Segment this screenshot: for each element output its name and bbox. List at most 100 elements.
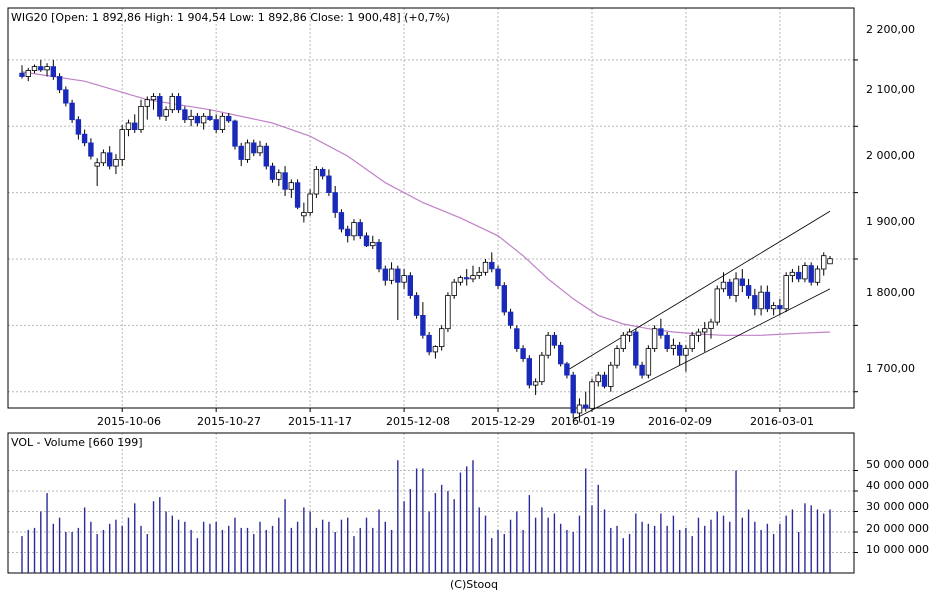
candle — [457, 275, 464, 286]
candle-body — [401, 275, 407, 283]
candle-body — [357, 222, 363, 237]
candle-body — [175, 96, 182, 111]
candle-body — [370, 241, 376, 247]
candle-body — [551, 334, 558, 346]
candle — [532, 378, 539, 396]
candle-body — [63, 89, 69, 104]
candle — [796, 265, 802, 283]
candle — [150, 93, 157, 110]
candle-body — [777, 305, 783, 310]
candle-body — [94, 162, 100, 167]
candle-body — [182, 109, 188, 121]
candle — [432, 345, 439, 359]
candle — [401, 268, 407, 289]
candle — [489, 252, 495, 273]
candle-body — [645, 348, 652, 376]
candle — [714, 285, 720, 326]
candle-body — [651, 328, 658, 350]
candle-body — [150, 96, 157, 101]
candle — [100, 149, 107, 167]
candle — [595, 371, 601, 387]
candle-body — [269, 165, 276, 180]
candle — [175, 93, 182, 114]
candle-body — [413, 295, 420, 316]
candle — [777, 298, 783, 316]
trend-channel-upper — [566, 210, 831, 371]
candle — [764, 285, 771, 313]
candle-body — [608, 364, 614, 387]
candle-body — [263, 145, 269, 167]
candle — [244, 139, 251, 163]
candle — [445, 292, 451, 332]
volume-y-tick-label: 30 000 000 — [866, 500, 929, 513]
volume-gridlines — [8, 433, 858, 573]
candle-body — [720, 281, 727, 290]
candle-body — [251, 142, 257, 154]
candle — [802, 262, 808, 283]
candle-body — [739, 278, 745, 286]
candle — [351, 219, 357, 241]
candle-body — [758, 291, 764, 310]
price-plot-frame — [7, 7, 855, 409]
candle — [645, 345, 652, 379]
candle-body — [125, 122, 132, 130]
candle-body — [332, 192, 338, 213]
candle — [626, 328, 633, 342]
candle — [476, 266, 482, 279]
candle — [413, 292, 420, 319]
candle — [288, 179, 294, 198]
candle-body — [319, 168, 326, 177]
footer-credit: (C)Stooq — [450, 578, 498, 591]
candle — [576, 398, 583, 422]
candle-body — [570, 374, 576, 414]
candle — [526, 355, 532, 389]
candle-body — [25, 70, 31, 77]
candle-body — [81, 133, 88, 144]
candle — [50, 59, 56, 80]
candle — [507, 308, 514, 329]
candle-body — [426, 334, 432, 353]
candle — [739, 268, 745, 293]
candle — [282, 166, 288, 196]
volume-y-tick-label: 20 000 000 — [866, 522, 929, 535]
candle — [157, 93, 163, 120]
volume-y-axis: 50 000 000 40 000 000 30 000 000 20 000 … — [866, 458, 929, 556]
candle-body — [677, 344, 683, 356]
candle — [633, 328, 639, 369]
candle-body — [683, 348, 689, 356]
candle — [144, 96, 150, 120]
candle — [131, 114, 138, 133]
candle — [213, 114, 219, 133]
candle-body — [770, 305, 777, 310]
candle-body — [451, 281, 457, 296]
candle-body — [376, 241, 382, 270]
candle — [495, 265, 501, 289]
candle — [301, 202, 307, 223]
candle — [670, 338, 677, 356]
candle — [169, 93, 175, 114]
candle-body — [532, 381, 539, 386]
candle-body — [276, 172, 282, 180]
candle — [75, 116, 82, 140]
candle — [332, 186, 338, 218]
candle-body — [50, 66, 56, 77]
candle-body — [407, 275, 413, 296]
candle — [194, 113, 201, 127]
candle — [664, 331, 670, 352]
candle-body — [545, 334, 551, 356]
candle-body — [633, 331, 639, 366]
candle — [720, 272, 727, 293]
volume-series — [21, 460, 831, 573]
candle-body — [558, 344, 564, 365]
candle-body — [727, 281, 733, 296]
candle — [758, 285, 764, 316]
candle-body — [614, 348, 620, 366]
candle-body — [821, 255, 827, 270]
candle-body — [395, 268, 401, 283]
candle — [752, 288, 758, 316]
candle — [501, 282, 507, 316]
candle — [783, 272, 789, 313]
candle — [326, 169, 332, 196]
candle — [119, 124, 125, 167]
